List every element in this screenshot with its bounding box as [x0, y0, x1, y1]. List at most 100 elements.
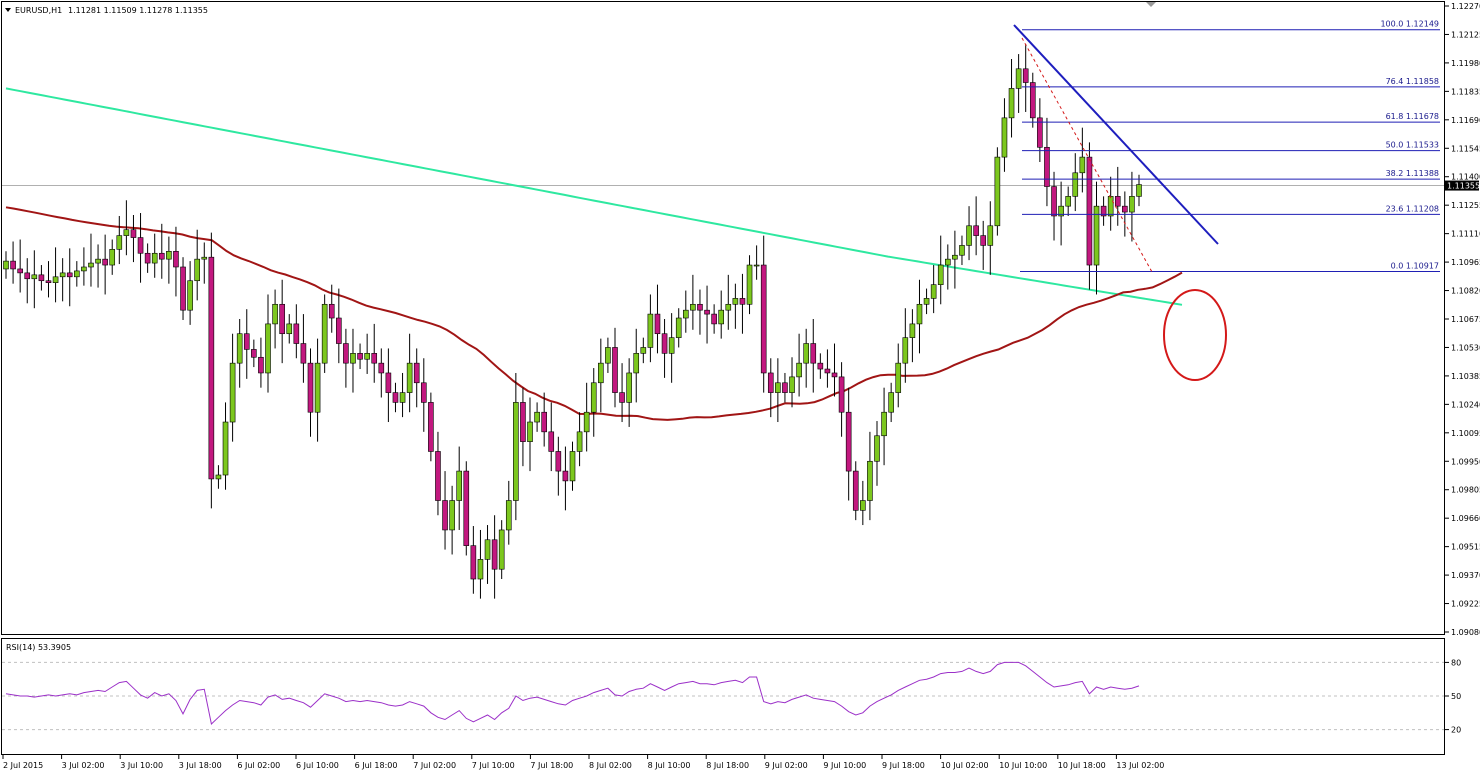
candle-body [321, 303, 328, 364]
time-tick-label: 3 Jul 18:00 [179, 761, 222, 770]
highlight-circle [1163, 289, 1227, 381]
price-tick-label: 1.12125 [1451, 30, 1480, 39]
bull-candle [959, 235, 965, 266]
time-tick-label: 8 Jul 18:00 [706, 761, 749, 770]
candle-body [718, 309, 725, 325]
bear-candle [548, 402, 555, 472]
candle-body [102, 258, 108, 266]
time-tick-label: 6 Jul 18:00 [355, 761, 398, 770]
price-tick-label: 1.09805 [1451, 486, 1480, 495]
bull-candle [626, 358, 632, 427]
candle-body [867, 460, 873, 501]
bear-candle [293, 304, 300, 359]
bear-candle [1029, 72, 1036, 128]
bull-candle [725, 274, 732, 330]
bear-candle [541, 392, 547, 447]
candle-body [428, 402, 434, 452]
bear-candle [1051, 171, 1057, 241]
bull-candle [215, 465, 222, 489]
candle-body [881, 411, 887, 437]
bull-candle [484, 525, 491, 584]
candle-body [45, 280, 52, 283]
candle-body [52, 276, 59, 283]
price-tick-label: 1.11545 [1451, 144, 1480, 153]
time-tick-label: 8 Jul 10:00 [648, 761, 691, 770]
bull-candle [527, 397, 533, 472]
bear-candle [1022, 44, 1029, 112]
candle-body [937, 264, 944, 285]
bull-candle [718, 290, 725, 339]
candle-body [222, 421, 229, 476]
candle-body [371, 353, 378, 364]
bull-candle [732, 283, 739, 329]
candle-body [520, 402, 526, 442]
bear-candle [760, 235, 767, 393]
candle-body [945, 258, 951, 266]
candle-body [300, 343, 307, 364]
bull-candle [895, 343, 902, 408]
bull-candle [109, 239, 116, 275]
candle-body [1058, 205, 1064, 217]
price-tick-label: 1.10675 [1451, 315, 1480, 324]
price-tick-label: 1.09660 [1451, 514, 1480, 523]
candle-body [1136, 184, 1142, 197]
fib-level-label: 100.0 1.12149 [1380, 20, 1439, 29]
bear-candle [173, 226, 179, 297]
bear-candle [17, 239, 23, 293]
time-tick-label: 6 Jul 02:00 [237, 761, 280, 770]
bear-candle [38, 265, 45, 291]
bear-candle [767, 358, 774, 418]
fib-level-label: 50.0 1.11533 [1386, 141, 1439, 150]
main-panel-frame [1, 1, 1445, 635]
candle-body [605, 347, 611, 364]
time-tick-label: 13 Jul 02:00 [1116, 761, 1164, 770]
candle-body [1107, 196, 1114, 217]
candle-body [775, 382, 781, 393]
bull-candle [286, 314, 293, 344]
bear-candle [1114, 166, 1121, 226]
dropdown-triangle-icon[interactable] [5, 8, 11, 12]
candle-body [10, 260, 16, 270]
candle-body [24, 272, 31, 280]
bull-candle [598, 338, 604, 413]
candle-body [229, 362, 236, 423]
bull-candle [966, 206, 972, 261]
bull-candle [796, 333, 802, 397]
candle-body [251, 349, 257, 358]
candle-body [399, 392, 406, 403]
bear-candle [463, 461, 470, 556]
candle-body [243, 333, 250, 350]
candle-body [782, 382, 788, 393]
candle-body [187, 280, 193, 311]
rsi-line [5, 661, 1140, 725]
candle-body [123, 229, 130, 236]
candle-body [272, 303, 278, 325]
candle-body [413, 362, 420, 384]
candle-body [810, 343, 817, 364]
candle-body [909, 323, 916, 338]
candle-body [81, 266, 87, 272]
candle-body [484, 539, 491, 560]
bull-candle [151, 233, 158, 278]
bull-candle [1072, 153, 1079, 212]
candle-body [279, 303, 285, 335]
bull-candle [81, 247, 87, 286]
candle-body [1079, 156, 1086, 174]
candle-body [576, 431, 583, 452]
bull-candle [860, 480, 866, 526]
candle-body [1015, 68, 1022, 89]
bull-candle [52, 247, 59, 303]
bull-candle [1129, 171, 1135, 242]
candle-body [314, 362, 321, 413]
candle-body [449, 500, 455, 531]
bull-candle [534, 402, 540, 432]
candle-body [817, 362, 824, 370]
bear-candle [307, 348, 314, 437]
bear-candle [654, 284, 661, 354]
bear-candle [1037, 98, 1043, 163]
candle-body [236, 333, 243, 364]
bull-candle [505, 480, 512, 545]
bull-candle [633, 328, 640, 403]
candle-body [1044, 146, 1050, 187]
